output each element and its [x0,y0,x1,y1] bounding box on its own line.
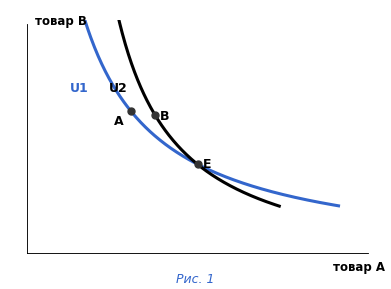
Text: U2: U2 [109,82,127,95]
Text: B: B [160,110,169,123]
Text: E: E [203,158,212,171]
Text: товар B: товар B [35,15,87,28]
Text: товар A: товар A [333,261,385,274]
Text: A: A [115,115,124,128]
Text: Рис. 1: Рис. 1 [176,273,215,286]
Text: U1: U1 [70,82,89,95]
